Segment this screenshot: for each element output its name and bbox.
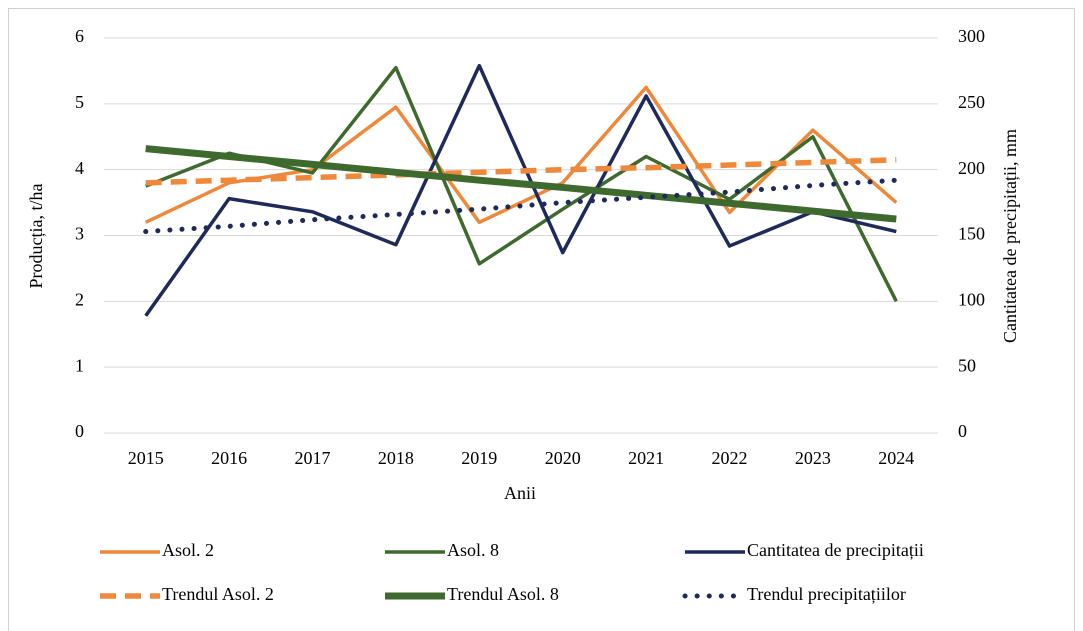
x-tick-label: 2021 xyxy=(628,448,664,468)
x-tick-label: 2020 xyxy=(545,448,581,468)
legend-label: Asol. 8 xyxy=(447,540,499,560)
chart-frame xyxy=(8,8,1075,631)
y-tick-label: 6 xyxy=(75,26,84,46)
y-axis-title: Producția, t/ha xyxy=(26,184,46,289)
series-line xyxy=(143,177,899,235)
legend-label: Cantitatea de precipitații xyxy=(747,540,924,560)
x-tick-label: 2017 xyxy=(295,448,331,468)
x-tick-label: 2022 xyxy=(712,448,748,468)
y-tick-label: 4 xyxy=(75,158,84,178)
x-tick-label: 2023 xyxy=(795,448,831,468)
y2-tick-label: 150 xyxy=(958,224,985,244)
x-tick-label: 2024 xyxy=(878,448,914,468)
legend-label: Trendul Asol. 8 xyxy=(447,584,559,604)
y2-tick-label: 300 xyxy=(958,26,985,46)
y2-tick-label: 50 xyxy=(958,355,976,375)
y-tick-label: 1 xyxy=(75,355,84,375)
x-tick-label: 2019 xyxy=(461,448,497,468)
legend-label: Trendul Asol. 2 xyxy=(162,584,274,604)
y2-tick-label: 200 xyxy=(958,158,985,178)
legend-label: Trendul precipitațiilor xyxy=(747,584,906,604)
legend-label: Asol. 2 xyxy=(162,540,214,560)
y-tick-label: 0 xyxy=(75,421,84,441)
x-axis-title: Anii xyxy=(504,483,536,503)
series-line xyxy=(144,63,897,317)
series-line xyxy=(145,157,897,186)
y2-tick-label: 0 xyxy=(958,421,967,441)
series-line xyxy=(145,145,897,223)
y2-tick-label: 250 xyxy=(958,92,985,112)
x-tick-label: 2015 xyxy=(128,448,164,468)
x-tick-label: 2016 xyxy=(211,448,247,468)
y2-tick-label: 100 xyxy=(958,289,985,309)
y-tick-label: 2 xyxy=(75,289,84,309)
y-tick-label: 3 xyxy=(75,224,84,244)
y-tick-label: 5 xyxy=(75,92,84,112)
y2-axis-title: Cantitatea de precipitații, mm xyxy=(1000,129,1020,343)
x-tick-label: 2018 xyxy=(378,448,414,468)
